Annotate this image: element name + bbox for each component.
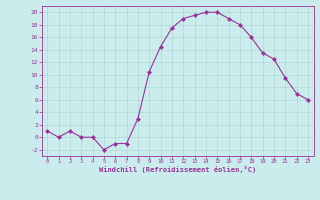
- X-axis label: Windchill (Refroidissement éolien,°C): Windchill (Refroidissement éolien,°C): [99, 166, 256, 173]
